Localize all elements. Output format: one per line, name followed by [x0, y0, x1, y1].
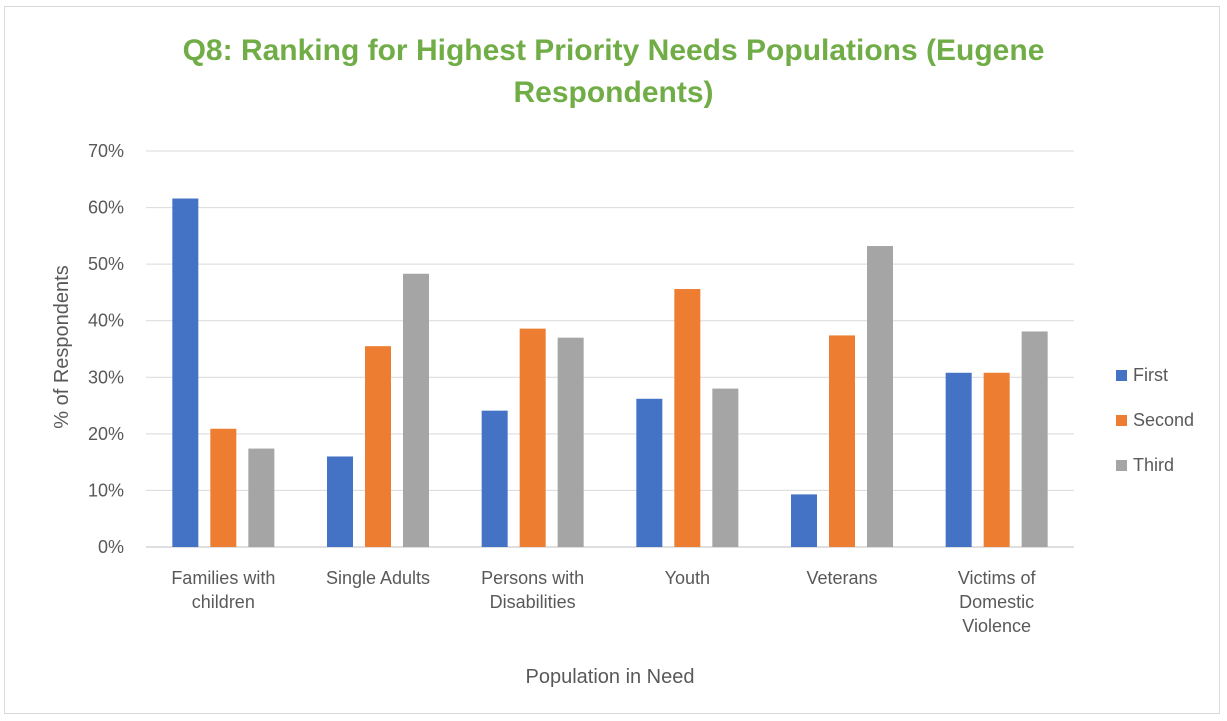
legend-swatch: [1116, 370, 1127, 381]
bar-third: [1021, 331, 1048, 547]
chart-title: Q8: Ranking for Highest Priority Needs P…: [0, 30, 1227, 114]
x-tick-label: Veterans: [806, 568, 877, 588]
legend-label: Second: [1133, 410, 1194, 430]
y-axis-ticks: 0% 10% 20% 30% 40% 50% 60% 70%: [88, 141, 124, 557]
y-tick-label: 10%: [88, 480, 124, 500]
y-axis-title: % of Respondents: [51, 265, 73, 428]
y-tick-label: 40%: [88, 311, 124, 331]
bar-first: [327, 456, 353, 547]
bar-first: [636, 398, 663, 547]
bars: [172, 198, 1048, 548]
chart-title-line-1: Q8: Ranking for Highest Priority Needs P…: [182, 34, 1045, 67]
bar-third: [712, 388, 739, 547]
y-tick-label: 60%: [88, 198, 124, 218]
bar-third: [403, 273, 429, 547]
bar-third: [867, 246, 893, 548]
y-tick-label: 0%: [98, 537, 124, 557]
y-tick-label: 20%: [88, 424, 124, 444]
legend-label: First: [1133, 365, 1168, 385]
x-tick-label: Single Adults: [326, 568, 430, 588]
legend-swatch: [1116, 415, 1127, 426]
chart-frame: [4, 6, 1220, 714]
bar-first: [791, 494, 817, 547]
legend-label: Third: [1133, 455, 1174, 475]
y-tick-label: 70%: [88, 141, 124, 161]
legend-swatch: [1116, 460, 1127, 471]
bar-second: [983, 372, 1010, 547]
x-axis-title: Population in Need: [525, 666, 694, 688]
bar-second: [674, 289, 701, 547]
x-tick-label: Youth: [665, 568, 710, 588]
bar-first: [945, 372, 972, 547]
y-tick-label: 50%: [88, 254, 124, 274]
gridlines: [146, 150, 1074, 548]
bar-second: [210, 428, 237, 547]
bar-third: [248, 448, 275, 547]
y-tick-label: 30%: [88, 367, 124, 387]
x-tick-label: Families with children: [171, 568, 275, 612]
bar-second: [829, 335, 855, 547]
bar-third: [557, 337, 584, 547]
x-tick-label: Persons with Disabilities: [481, 568, 584, 612]
chart-title-line-2: Respondents): [513, 76, 714, 109]
bar-second: [365, 346, 391, 547]
legend: First Second Third: [1116, 365, 1194, 475]
bar-second: [519, 328, 546, 547]
x-axis-ticks: Families with children Single Adults Person…: [171, 568, 1036, 636]
bar-first: [481, 410, 508, 547]
bar-first: [172, 198, 199, 547]
x-tick-label: Victims of Domestic Violence: [958, 568, 1037, 636]
